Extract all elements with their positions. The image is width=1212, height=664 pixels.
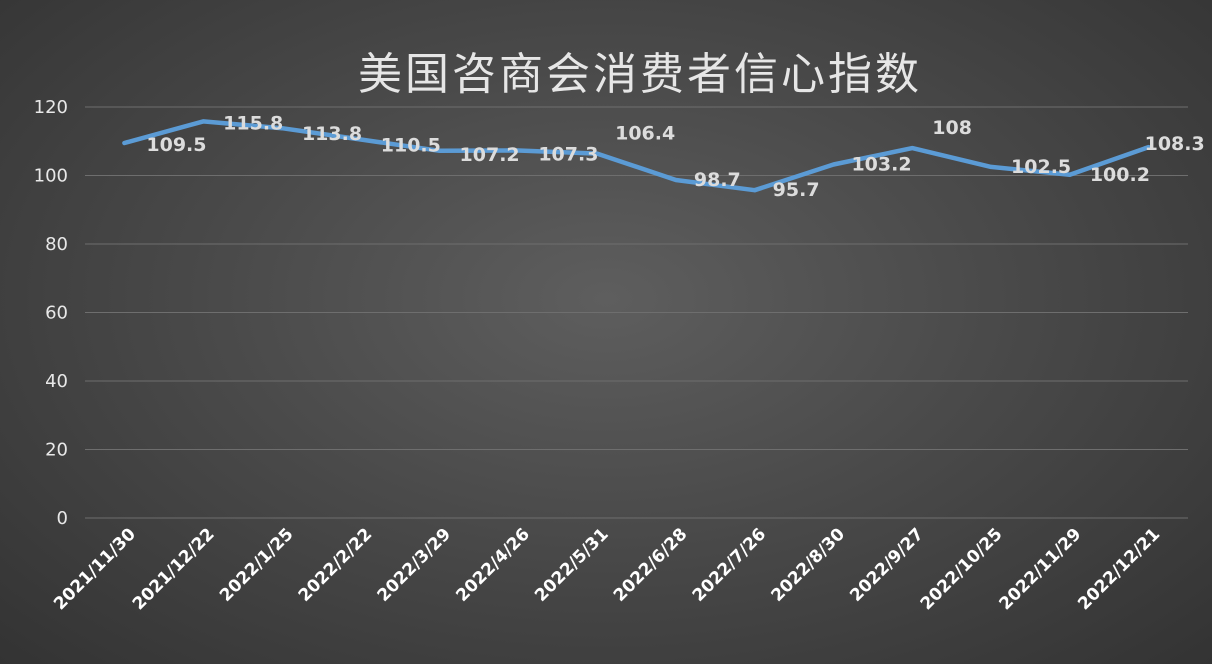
x-tick-label: 2022/8/30: [768, 524, 850, 606]
x-tick-label: 2022/12/21: [1074, 524, 1164, 614]
data-label: 100.2: [1090, 164, 1150, 186]
y-axis-ticks: 0 20 40 60 80 100 120: [34, 97, 68, 529]
data-label: 108: [932, 117, 972, 139]
x-axis-ticks: 2021/11/302021/12/222022/1/252022/2/2220…: [50, 524, 1164, 614]
x-tick-label: 2022/7/26: [689, 524, 770, 605]
data-label: 103.2: [851, 154, 911, 176]
series-layer: [122, 119, 1151, 193]
data-labels: 109.5 115.8 113.8 110.5 107.2 107.3 106.4 98.7 9…: [146, 112, 1204, 201]
series-line: [122, 119, 1151, 193]
chart-title: 美国咨商会消费者信心指数: [358, 49, 922, 100]
x-tick-label: 2022/1/25: [216, 524, 297, 605]
data-label: 115.8: [223, 112, 283, 134]
grid-lines: [85, 106, 1188, 519]
data-label: 102.5: [1011, 156, 1071, 178]
data-label: 109.5: [146, 134, 206, 156]
x-tick-label: 2022/4/26: [452, 524, 533, 605]
x-tick-label: 2021/11/30: [50, 524, 140, 614]
y-tick-label: 60: [45, 303, 68, 324]
data-label: 107.2: [460, 144, 520, 166]
y-tick-label: 20: [45, 440, 68, 461]
data-label: 95.7: [773, 179, 820, 201]
x-tick-label: 2022/11/29: [996, 524, 1086, 614]
x-tick-label: 2021/12/22: [129, 524, 219, 614]
data-label: 113.8: [302, 123, 362, 145]
x-tick-label: 2022/10/25: [917, 524, 1007, 614]
data-label: 98.7: [694, 169, 741, 191]
x-tick-label: 2022/5/31: [531, 524, 612, 605]
x-tick-label: 2022/9/27: [846, 524, 927, 605]
data-label: 108.3: [1145, 133, 1205, 155]
x-tick-label: 2022/6/28: [610, 524, 691, 605]
data-label: 110.5: [381, 135, 441, 157]
data-label: 107.3: [538, 143, 598, 165]
y-tick-label: 100: [34, 166, 68, 187]
x-tick-label: 2022/3/29: [374, 524, 455, 605]
x-tick-label: 2022/2/22: [295, 524, 376, 605]
y-tick-label: 40: [45, 371, 68, 392]
y-tick-label: 120: [34, 97, 68, 118]
y-tick-label: 0: [57, 508, 68, 529]
data-label: 106.4: [615, 123, 675, 145]
y-tick-label: 80: [45, 234, 68, 255]
